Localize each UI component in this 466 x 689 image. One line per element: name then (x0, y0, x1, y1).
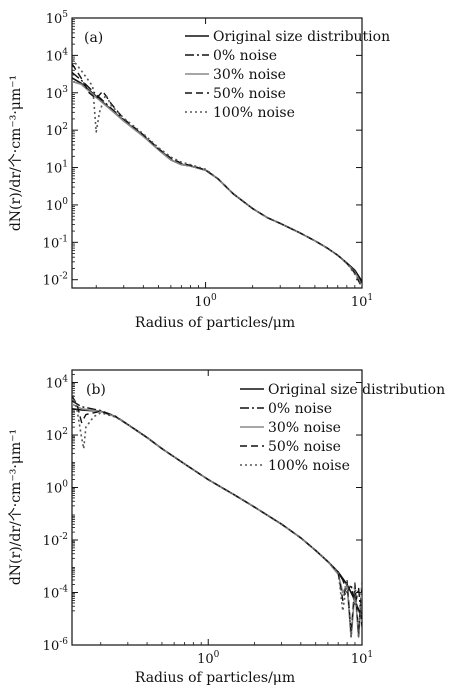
y-axis-label: dN(r)/dr/个·cm⁻³·μm⁻¹ (8, 429, 24, 585)
y-tick-label: 10-6 (43, 637, 69, 654)
legend-label: 100% noise (268, 458, 350, 474)
x-tick-label: 101 (351, 650, 373, 667)
legend-label: Original size distribution (268, 382, 445, 398)
x-tick-labels: 100 101 (95, 18, 373, 310)
y-tick-label: 103 (46, 85, 69, 102)
x-tick-labels: 100 101 (100, 370, 373, 667)
y-tick-label: 100 (46, 480, 69, 497)
y-tick-label: 104 (46, 47, 69, 64)
legend: Original size distribution 0% noise 30% no… (240, 382, 445, 474)
chart-panel-a: (a) 105 104 103 102 101 100 10-1 10-2 100 101 Or… (8, 10, 390, 331)
y-tick-labels: 104 102 100 10-2 10-4 10-6 (43, 374, 362, 654)
panel-label: (b) (86, 382, 106, 398)
y-tick-labels: 105 104 103 102 101 100 10-1 10-2 (43, 10, 362, 289)
x-axis-label: Radius of particles/μm (135, 315, 295, 331)
y-tick-label: 101 (46, 160, 68, 177)
y-tick-label: 10-2 (43, 272, 68, 289)
y-tick-label: 100 (46, 197, 69, 214)
y-axis-label: dN(r)/dr/个·cm⁻³·μm⁻¹ (8, 75, 24, 231)
legend-label: 100% noise (213, 105, 295, 121)
x-tick-label: 100 (194, 293, 217, 310)
legend-label: 0% noise (268, 401, 332, 417)
legend-label: 50% noise (268, 439, 341, 455)
legend-label: 0% noise (213, 48, 277, 64)
y-tick-label: 10-4 (43, 585, 69, 602)
series-lines (72, 58, 362, 288)
y-tick-label: 105 (46, 10, 69, 27)
series-lines (72, 390, 362, 638)
legend: Original size distribution 0% noise 30% no… (185, 29, 390, 121)
y-tick-label: 10-2 (43, 532, 68, 549)
y-tick-label: 10-1 (43, 234, 68, 251)
plot-frame (71, 17, 363, 289)
plot-frame (71, 369, 363, 646)
series-line-4 (72, 390, 362, 638)
legend-label: 30% noise (268, 420, 341, 436)
legend-label: Original size distribution (213, 29, 390, 45)
y-tick-label: 102 (46, 122, 68, 139)
panel-label: (a) (84, 30, 103, 46)
series-line-4 (72, 58, 362, 286)
legend-label: 30% noise (213, 67, 286, 83)
legend-label: 50% noise (213, 86, 286, 102)
y-tick-label: 102 (46, 427, 68, 444)
series-line-3 (72, 63, 362, 288)
y-tick-label: 104 (46, 375, 69, 392)
x-tick-label: 100 (197, 650, 220, 667)
chart-panel-b: (b) 104 102 100 10-2 10-4 10-6 100 101 Origina… (8, 369, 445, 686)
x-axis-label: Radius of particles/μm (135, 670, 295, 686)
x-tick-label: 101 (351, 293, 373, 310)
